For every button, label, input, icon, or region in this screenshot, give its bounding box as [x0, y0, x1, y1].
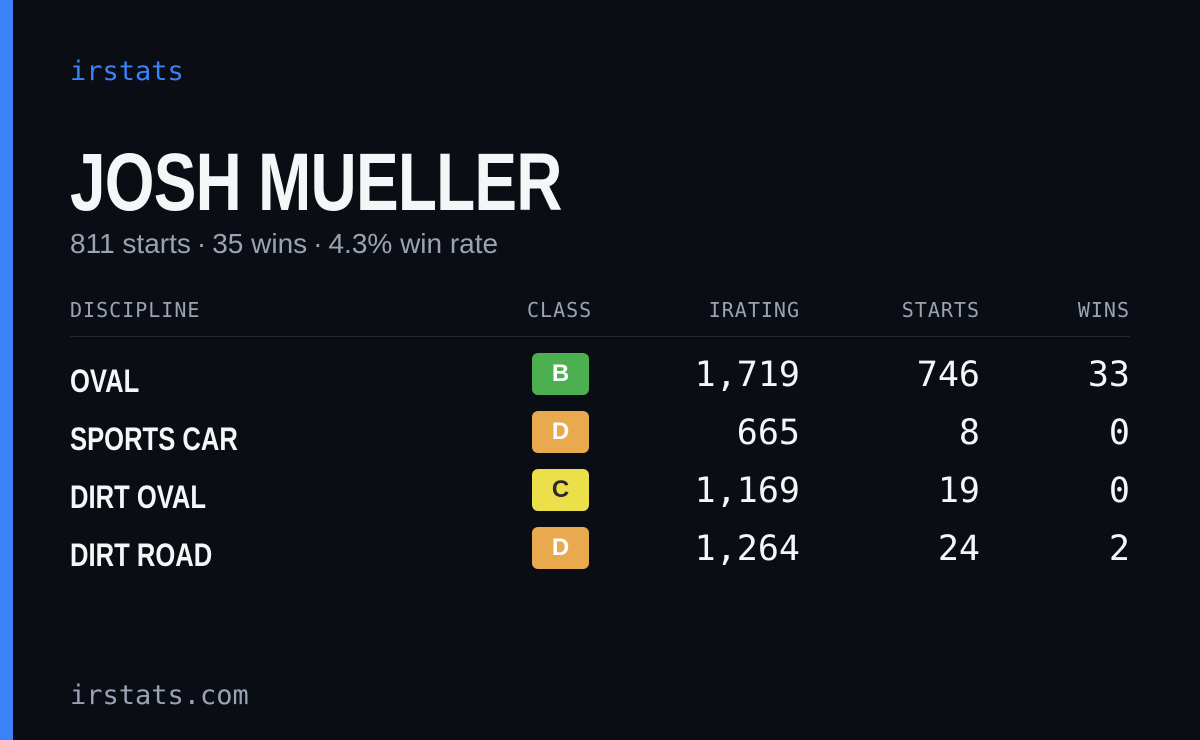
- header-discipline: DISCIPLINE: [70, 298, 201, 322]
- discipline-table: DISCIPLINE CLASS IRATING STARTS WINS OVA…: [70, 298, 1130, 585]
- irating-value: 1,719: [694, 355, 800, 395]
- footer-url: irstats.com: [70, 680, 249, 711]
- starts-value: 24: [937, 529, 980, 569]
- starts-value: 19: [937, 471, 980, 511]
- header-wins: WINS: [1077, 298, 1130, 322]
- brand-logo-text: irstats: [70, 56, 184, 87]
- class-badge: C: [532, 469, 589, 511]
- wins-value: 2: [1108, 529, 1130, 569]
- discipline-name: OVAL: [70, 363, 140, 399]
- table-header: DISCIPLINE CLASS IRATING STARTS WINS: [70, 298, 1130, 337]
- driver-name: JOSH MUELLER: [70, 137, 562, 228]
- discipline-name: SPORTS CAR: [70, 421, 238, 457]
- header-class: CLASS: [527, 298, 593, 322]
- accent-bar: [0, 0, 13, 740]
- header-starts: STARTS: [901, 298, 980, 322]
- table-row: SPORTS CAR D 665 8 0: [70, 411, 1130, 469]
- starts-value: 746: [916, 355, 980, 395]
- discipline-name: DIRT ROAD: [70, 537, 213, 573]
- irating-value: 1,264: [694, 529, 800, 569]
- table-body: OVAL B 1,719 746 33 SPORTS CAR D 665 8 0 DIRT OVAL…: [70, 337, 1130, 585]
- starts-value: 8: [958, 413, 980, 453]
- win-rate-summary: 4.3% win rate: [328, 228, 499, 259]
- class-badge: D: [532, 411, 589, 453]
- wins-summary: 35 wins: [212, 228, 308, 259]
- summary-separator: ·: [313, 228, 323, 259]
- wins-value: 0: [1108, 413, 1130, 453]
- class-badge: D: [532, 527, 589, 569]
- wins-value: 33: [1087, 355, 1130, 395]
- table-row: DIRT ROAD D 1,264 24 2: [70, 527, 1130, 585]
- table-row: OVAL B 1,719 746 33: [70, 353, 1130, 411]
- discipline-name: DIRT OVAL: [70, 479, 207, 515]
- starts-summary: 811 starts: [70, 228, 191, 259]
- irating-value: 1,169: [694, 471, 800, 511]
- wins-value: 0: [1108, 471, 1130, 511]
- header-irating: IRATING: [708, 298, 800, 322]
- irating-value: 665: [736, 413, 800, 453]
- driver-summary: 811 starts · 35 wins · 4.3% win rate: [70, 228, 498, 260]
- table-row: DIRT OVAL C 1,169 19 0: [70, 469, 1130, 527]
- summary-separator: ·: [196, 228, 207, 259]
- class-badge: B: [532, 353, 589, 395]
